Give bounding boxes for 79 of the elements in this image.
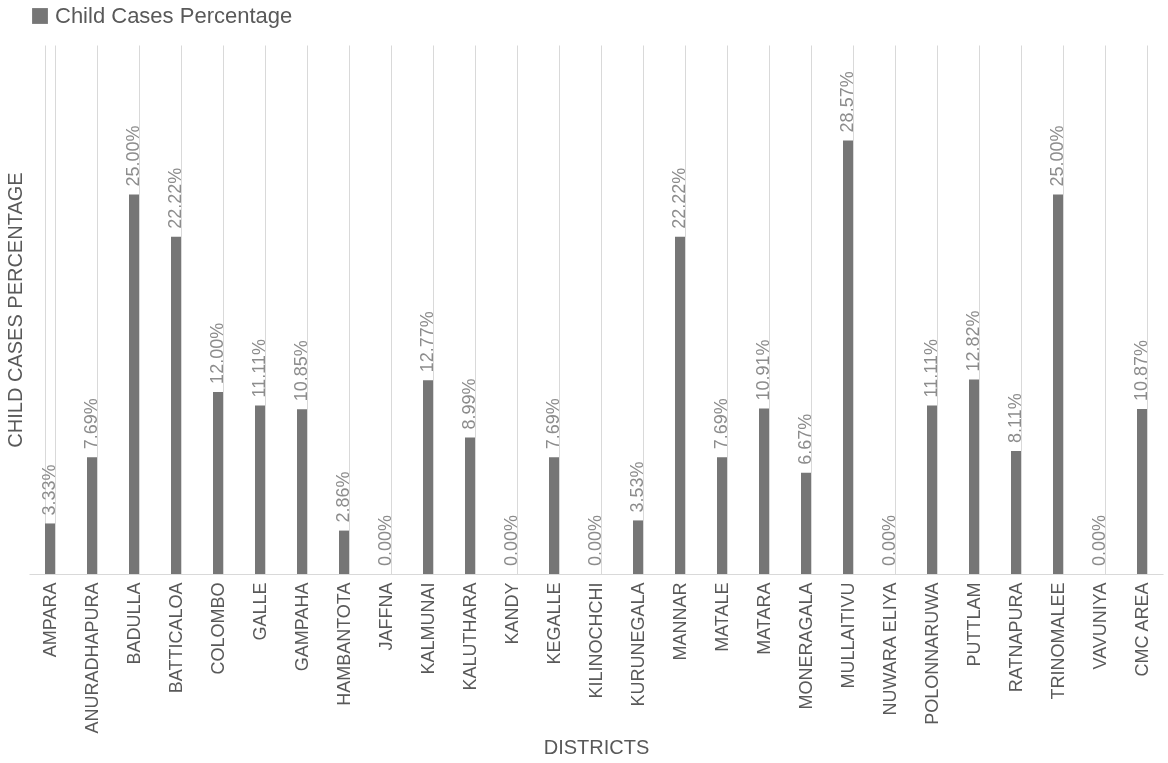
x-tick-label: NUWARA ELIYA xyxy=(879,582,900,716)
data-label: 8.11% xyxy=(1005,393,1025,443)
x-tick-label: MANNAR xyxy=(669,582,690,661)
bar xyxy=(339,530,349,574)
data-label: 12.77% xyxy=(417,311,437,373)
data-label: 12.82% xyxy=(963,310,983,372)
data-label: 10.87% xyxy=(1131,339,1151,402)
data-label: 22.22% xyxy=(165,167,185,229)
x-tick-label: CMC AREA xyxy=(1131,582,1152,677)
data-label: 28.57% xyxy=(837,71,857,133)
data-label: 0.00% xyxy=(375,514,395,566)
y-axis-title: CHILD CASES PERCENTAGE xyxy=(3,172,26,448)
x-tick-label: KALMUNAI xyxy=(417,582,438,675)
data-label: 2.86% xyxy=(333,471,353,523)
x-tick-label: ANURADHAPURA xyxy=(81,582,102,734)
bar xyxy=(633,520,643,574)
data-label: 3.53% xyxy=(627,461,647,513)
x-tick-label: MATALE xyxy=(711,582,732,652)
x-tick-label: GAMPAHA xyxy=(291,582,312,672)
bar xyxy=(759,408,769,574)
bar xyxy=(297,409,307,574)
bar xyxy=(801,472,811,574)
legend-label: Child Cases Percentage xyxy=(55,3,293,28)
x-tick-label: BADULLA xyxy=(123,582,144,665)
x-tick-label: VAVUNIYA xyxy=(1089,582,1110,670)
data-label: 7.69% xyxy=(543,398,563,450)
data-label: 3.33% xyxy=(39,464,59,516)
x-tick-label: KILINOCHCHI xyxy=(585,582,606,699)
bar xyxy=(549,457,559,574)
data-label: 11.11% xyxy=(249,338,269,398)
x-tick-label: COLOMBO xyxy=(207,582,228,675)
data-label: 0.00% xyxy=(501,514,521,566)
data-label: 10.85% xyxy=(291,340,311,402)
x-tick-label: KALUTHARA xyxy=(459,582,480,691)
data-label: 22.22% xyxy=(669,167,689,229)
data-label: 12.00% xyxy=(207,322,227,384)
bar xyxy=(843,140,853,574)
bar xyxy=(255,405,265,574)
x-tick-label: MULLAITIVU xyxy=(837,582,858,689)
data-label: 6.67% xyxy=(795,413,815,465)
x-tick-label: GALLE xyxy=(249,582,270,641)
bar xyxy=(717,457,727,574)
x-tick-label: HAMBANTOTA xyxy=(333,582,354,706)
x-tick-label: POLONNARUWA xyxy=(921,582,942,725)
x-tick-label: MATARA xyxy=(753,582,774,655)
data-label: 0.00% xyxy=(879,514,899,566)
bar xyxy=(675,236,685,574)
x-tick-label: MONERAGALA xyxy=(795,582,816,710)
data-label: 25.00% xyxy=(1047,125,1067,187)
data-label: 7.69% xyxy=(711,398,731,450)
x-tick-label: TRINOMALEE xyxy=(1047,582,1068,700)
bar xyxy=(927,405,937,574)
bar xyxy=(1011,450,1021,574)
bar xyxy=(87,457,97,574)
bar xyxy=(969,379,979,574)
bar xyxy=(213,391,223,574)
bar xyxy=(129,194,139,574)
x-tick-label: KEGALLE xyxy=(543,582,564,665)
x-tick-label: BATTICALOA xyxy=(165,582,186,694)
x-tick-label: PUTTLAM xyxy=(963,582,984,667)
data-label: 0.00% xyxy=(585,514,605,566)
x-tick-label: AMPARA xyxy=(39,582,60,658)
bar xyxy=(1053,194,1063,574)
data-label: 10.91% xyxy=(753,339,773,401)
x-tick-label: KANDY xyxy=(501,582,522,645)
data-label: 8.99% xyxy=(459,378,479,430)
data-label: 7.69% xyxy=(81,398,101,450)
x-tick-label: KURUNEGALA xyxy=(627,582,648,707)
data-label: 0.00% xyxy=(1089,514,1109,566)
bar xyxy=(171,236,181,574)
bar xyxy=(423,380,433,574)
x-tick-label: JAFFNA xyxy=(375,582,396,651)
bar xyxy=(1137,409,1147,574)
bar xyxy=(45,523,55,574)
x-axis-title: DISTRICTS xyxy=(543,735,650,758)
x-tick-label: RATNAPURA xyxy=(1005,582,1026,693)
data-label: 11.11% xyxy=(921,338,941,398)
data-label: 25.00% xyxy=(123,125,143,187)
bar xyxy=(465,437,475,574)
